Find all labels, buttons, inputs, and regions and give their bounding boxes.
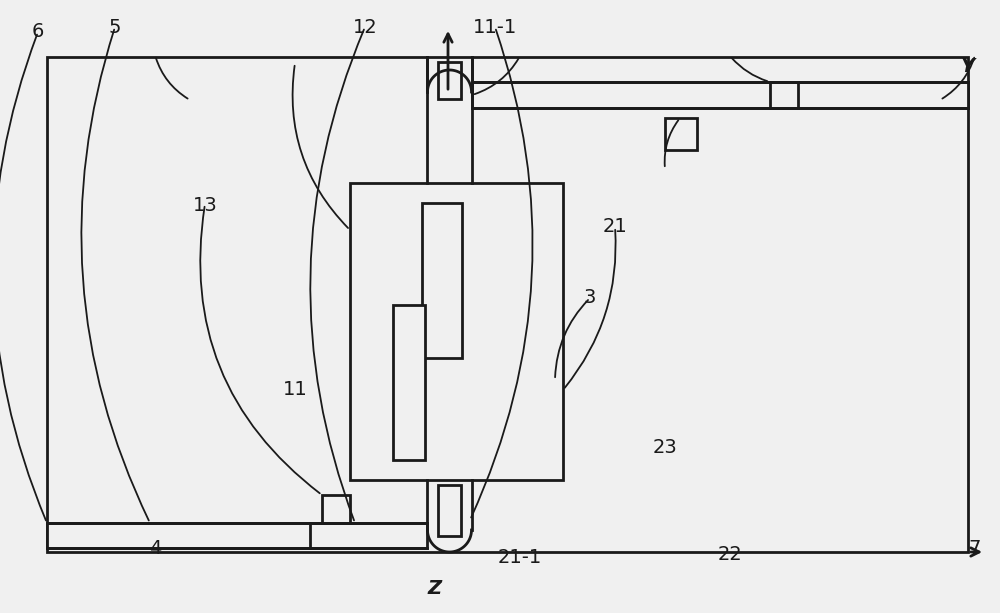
Bar [350,183,563,480]
Bar [472,82,968,108]
Text: Z: Z [428,579,442,598]
Text: 23: 23 [653,438,677,457]
Bar [322,495,350,523]
Text: 11: 11 [283,380,307,398]
Text: 21-1: 21-1 [498,549,542,567]
Text: 12: 12 [353,18,377,37]
Bar [393,305,425,460]
Bar [438,62,461,99]
Text: 7: 7 [969,539,981,558]
Bar [47,57,968,552]
Text: 13: 13 [193,196,217,215]
Bar [665,118,697,150]
Text: 22: 22 [718,546,742,564]
Bar [47,523,427,548]
Bar [438,485,461,536]
Text: 21: 21 [603,218,627,236]
Text: Y: Y [961,57,975,75]
Bar [422,203,462,358]
Text: 3: 3 [584,288,596,306]
Text: 4: 4 [149,539,161,558]
Text: 5: 5 [109,18,121,37]
Bar [770,82,798,108]
Text: 11-1: 11-1 [473,18,517,37]
Text: 6: 6 [32,23,44,41]
